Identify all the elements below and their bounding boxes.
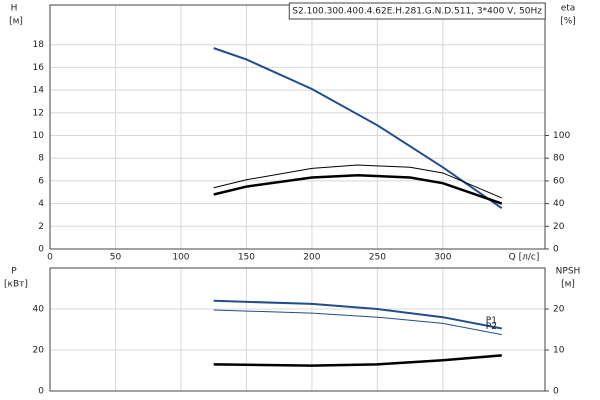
curve: [213, 164, 502, 199]
y-tick-label: 16: [33, 63, 45, 73]
y2-axis-unit: [%]: [560, 17, 576, 27]
y2-tick-label: 20: [553, 222, 565, 232]
y-tick-label: 2: [38, 222, 44, 232]
y2-tick-label: 40: [553, 199, 565, 209]
y2-tick-label: 10: [553, 346, 565, 356]
y2-tick-label: 100: [553, 131, 570, 141]
y2-axis-unit: [м]: [561, 280, 575, 290]
x-tick-label: 100: [172, 253, 189, 263]
curve: [213, 354, 502, 367]
curve-label: P2: [486, 322, 497, 332]
curve: [213, 309, 502, 336]
y-tick-label: 0: [38, 245, 44, 255]
plot-frame: [49, 4, 546, 250]
curve-label: P1: [486, 316, 497, 326]
y-tick-label: 20: [33, 346, 45, 356]
y-tick-label: 6: [38, 176, 44, 186]
y-tick-label: 40: [33, 305, 45, 315]
y-tick-label: 14: [33, 86, 45, 96]
y2-tick-label: 60: [553, 176, 565, 186]
y-tick-label: 10: [33, 131, 45, 141]
y-tick-label: 4: [38, 199, 44, 209]
x-tick-label: 50: [110, 253, 122, 263]
y-axis-label: H: [11, 4, 18, 14]
x-tick-label: 250: [369, 253, 386, 263]
y-axis-label: P: [11, 267, 17, 277]
chart-title: S2.100.300.400.4.62E.H.281.G.N.D.511, 3*…: [292, 7, 542, 17]
y2-axis-label: NPSH: [556, 267, 581, 277]
curve: [213, 299, 502, 330]
x-tick-label: 300: [434, 253, 451, 263]
y2-tick-label: 20: [553, 305, 565, 315]
y-tick-label: 8: [38, 154, 44, 164]
x-tick-label: 200: [303, 253, 320, 263]
x-tick-label: 150: [238, 253, 255, 263]
y2-axis-label: eta: [561, 4, 576, 14]
title-box: [288, 2, 546, 20]
x-tick-label: 0: [47, 253, 53, 263]
x-axis-label: Q [л/с]: [509, 253, 540, 263]
curve: [213, 173, 503, 205]
y2-tick-label: 80: [553, 154, 565, 164]
y-tick-label: 0: [38, 387, 44, 397]
y-axis-unit: [кВт]: [4, 280, 28, 290]
curve: [213, 47, 503, 209]
plot-frame: [49, 267, 546, 392]
y2-tick-label: 0: [553, 245, 559, 255]
y-axis-unit: [м]: [9, 17, 23, 27]
y-tick-label: 18: [33, 40, 45, 50]
y-tick-label: 12: [33, 108, 44, 118]
y2-tick-label: 0: [553, 387, 559, 397]
